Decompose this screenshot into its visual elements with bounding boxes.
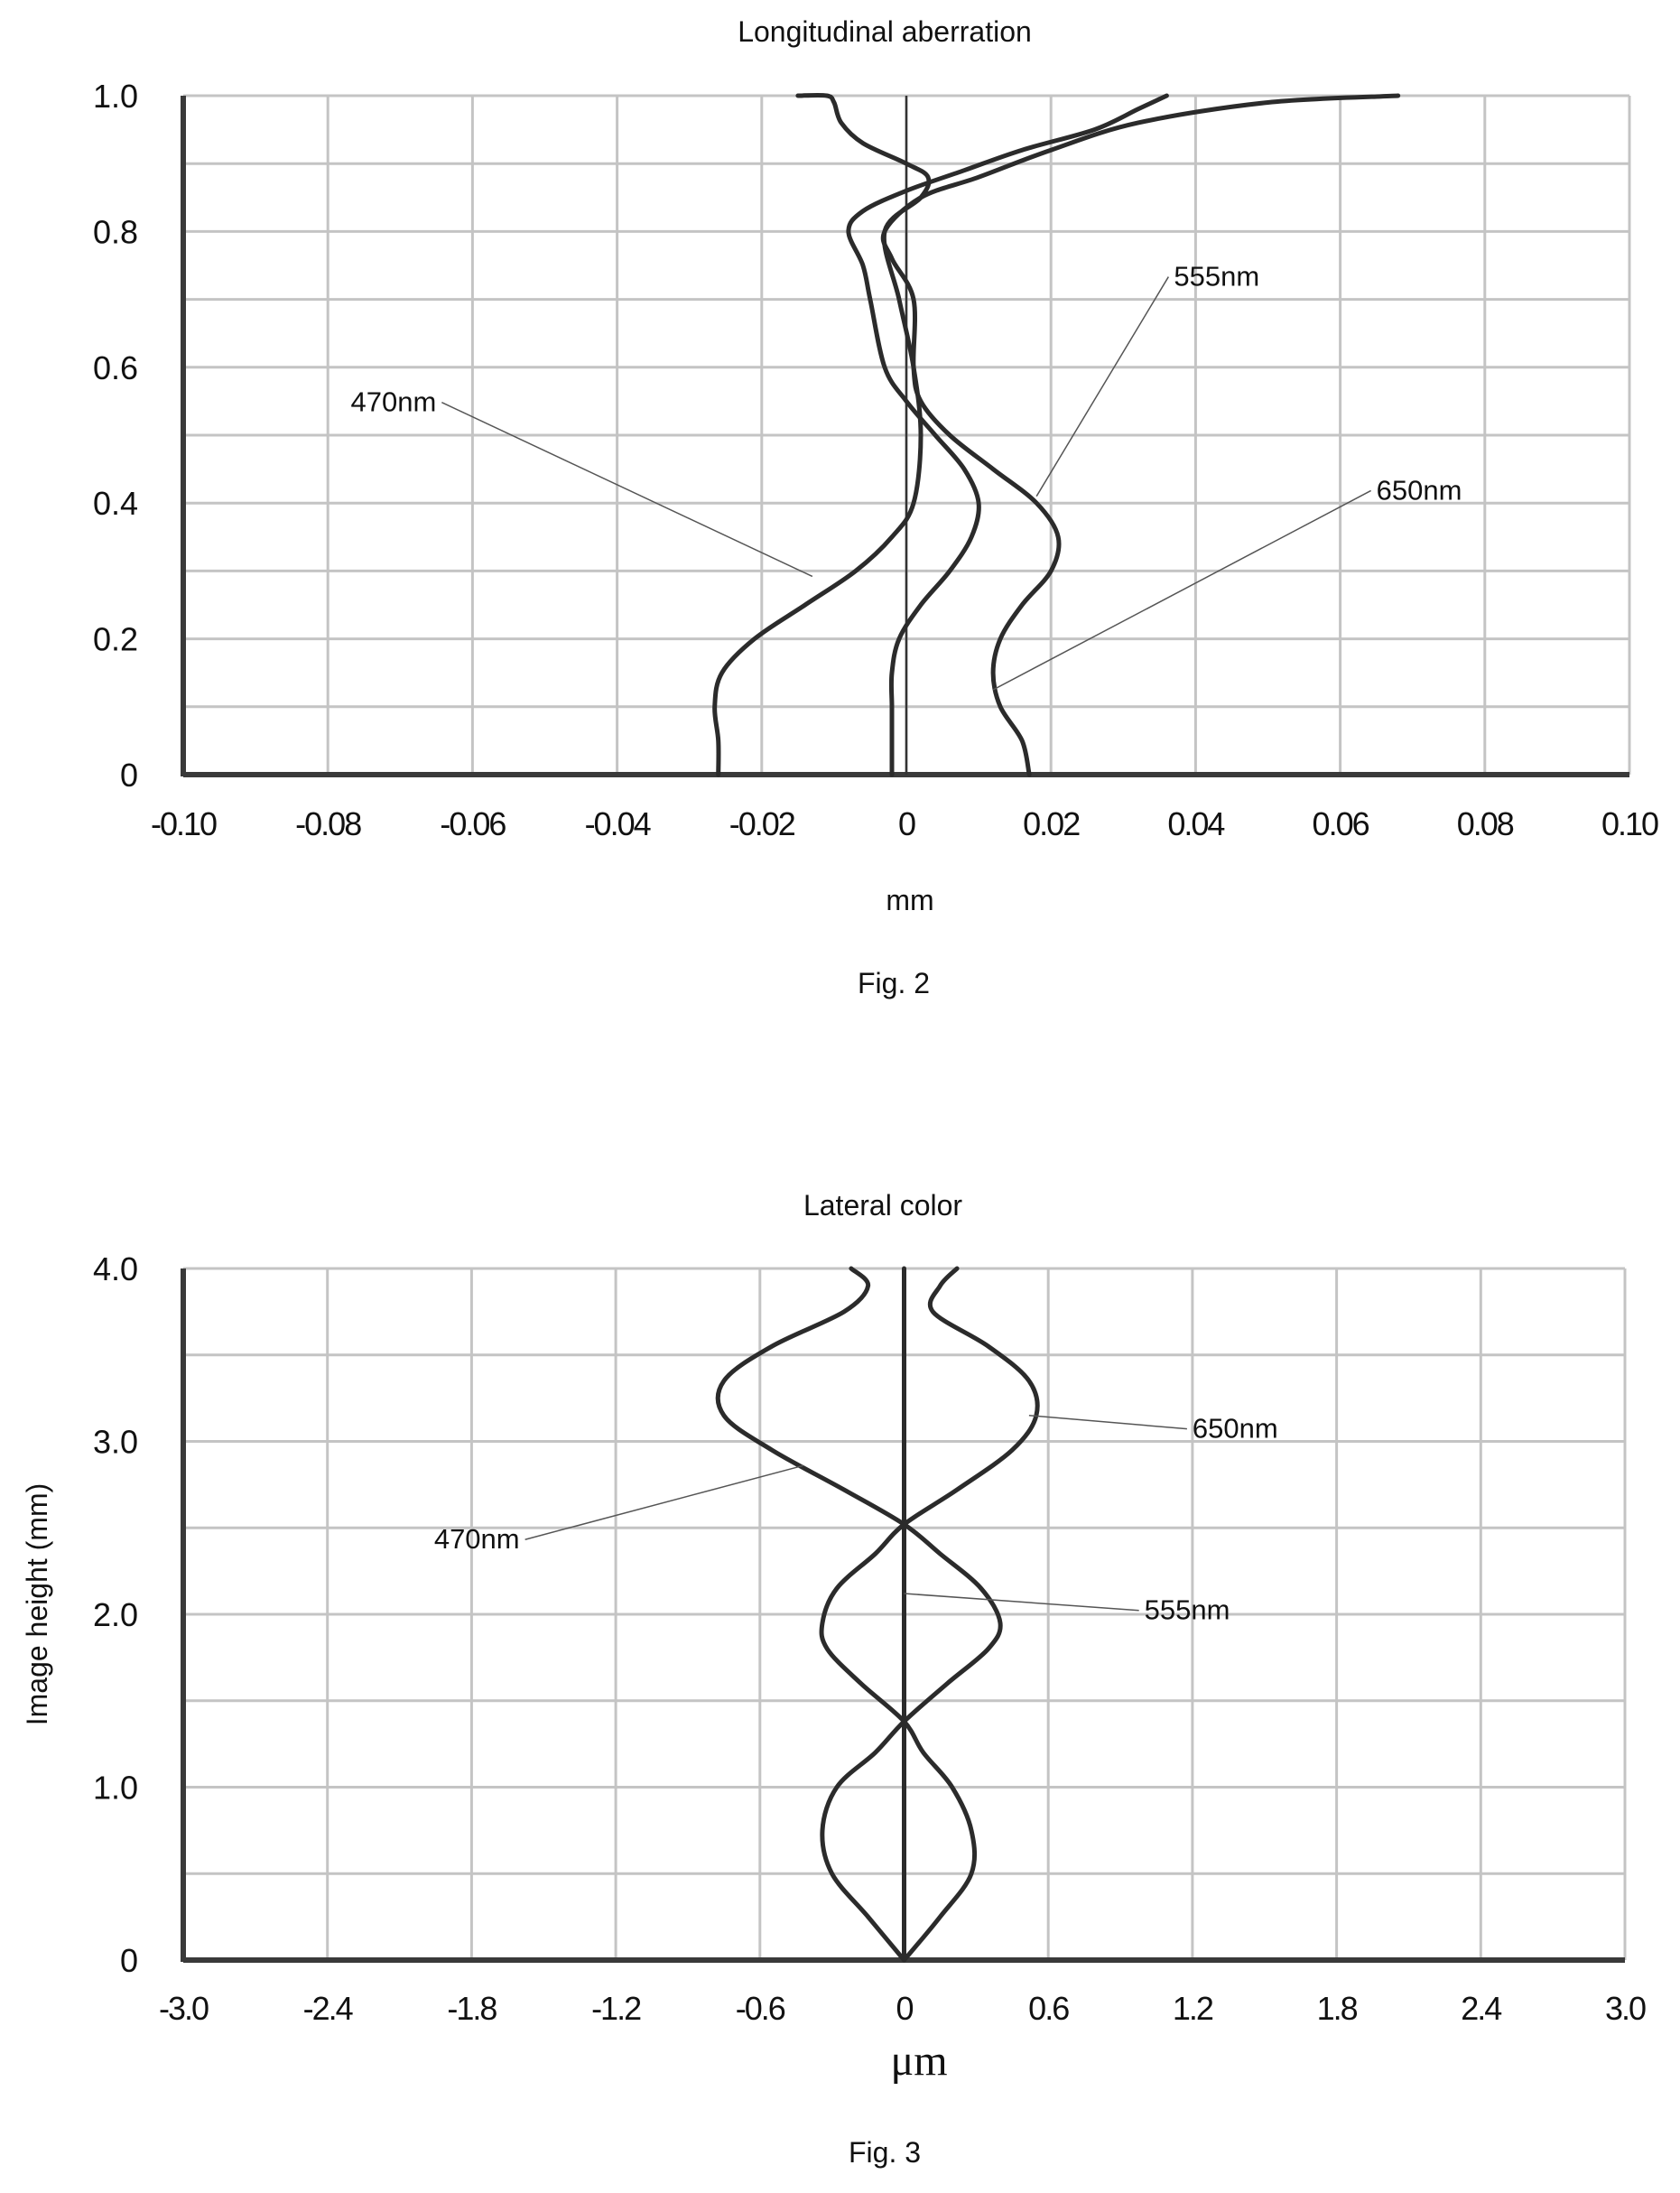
x-tick-label: 2.4	[1461, 1990, 1501, 2027]
x-tick-label: 0	[898, 805, 915, 842]
series-label-650nm: 650nm	[1193, 1413, 1278, 1445]
x-tick-label: 1.2	[1173, 1990, 1213, 2027]
y-tick-label: 3.0	[93, 1424, 138, 1461]
leader-line-555nm	[1035, 276, 1170, 497]
x-tick-label: -0.08	[295, 805, 361, 842]
x-tick-label: 1.8	[1317, 1990, 1358, 2027]
x-tick-label: 0	[896, 1990, 913, 2027]
x-tick-label: 0.02	[1023, 805, 1080, 842]
series-line-650nm	[880, 93, 1401, 777]
y-axis-title: Image height (mm)	[21, 1483, 53, 1726]
x-tick-label: -2.4	[303, 1990, 353, 2027]
leader-line-555nm	[904, 1593, 1139, 1612]
x-tick-label: -0.10	[151, 805, 217, 842]
series-labels: 470nm 555nm 650nm	[351, 261, 1462, 691]
leader-line-650nm	[1028, 1415, 1187, 1430]
x-tick-label: 0.08	[1457, 805, 1514, 842]
leader-line-470nm	[441, 402, 813, 578]
chart-title: Longitudinal aberration	[738, 15, 1032, 48]
figure-caption: Fig. 3	[849, 2136, 921, 2169]
y-tick-label: 1.0	[93, 78, 138, 115]
x-tick-labels: -3.0 -2.4 -1.8 -1.2 -0.6 0 0.6 1.2 1.8 2.4 3.0	[159, 1990, 1648, 2027]
x-tick-label: -3.0	[159, 1990, 209, 2027]
x-tick-label: -0.04	[585, 805, 651, 842]
series-line-470nm	[715, 1266, 1003, 1963]
x-tick-label: -0.6	[736, 1990, 785, 2027]
y-tick-labels: 0 1.0 2.0 3.0 4.0	[93, 1250, 138, 1979]
x-tick-label: 0.6	[1028, 1990, 1069, 2027]
lateral-color-chart: Lateral color -3.0 -2.4 -1.8 -1.2 -0.6 0 0.6 1.…	[21, 1189, 1648, 2169]
y-tick-labels: 0 0.2 0.4 0.6 0.8 1.0	[93, 78, 138, 794]
x-tick-label: 3.0	[1605, 1990, 1646, 2027]
x-tick-label: 0.04	[1167, 805, 1224, 842]
x-tick-label: -1.8	[447, 1990, 497, 2027]
y-tick-label: 0	[120, 1942, 138, 1979]
series-label-555nm: 555nm	[1145, 1594, 1230, 1626]
leader-line-650nm	[992, 489, 1371, 691]
series-label-470nm: 470nm	[351, 386, 437, 418]
series-line-650nm	[819, 1266, 1040, 1963]
leader-line-470nm	[524, 1464, 803, 1540]
x-tick-label: 0.10	[1601, 805, 1658, 842]
series-labels: 470nm 555nm 650nm	[434, 1413, 1278, 1626]
y-tick-label: 0	[120, 757, 138, 794]
series-label-470nm: 470nm	[434, 1523, 520, 1555]
x-tick-label: -1.2	[591, 1990, 641, 2027]
series-curves	[712, 92, 1401, 777]
figure-caption: Fig. 2	[858, 967, 930, 999]
x-tick-label: 0.06	[1313, 805, 1369, 842]
x-tick-label: -0.02	[729, 805, 795, 842]
y-tick-label: 0.8	[93, 213, 138, 250]
x-tick-label: -0.06	[440, 805, 506, 842]
x-axis-title: mm	[886, 884, 933, 916]
longitudinal-aberration-chart: Longitudinal aberration -0.10 -0.08 -0.06-…	[93, 15, 1660, 999]
y-tick-label: 2.0	[93, 1596, 138, 1633]
y-tick-label: 1.0	[93, 1770, 138, 1807]
x-axis-title: μm	[890, 2037, 947, 2085]
series-label-650nm: 650nm	[1377, 474, 1462, 506]
y-tick-label: 0.2	[93, 621, 138, 658]
series-label-555nm: 555nm	[1174, 261, 1259, 293]
series-line-555nm	[846, 93, 1169, 777]
y-tick-label: 0.6	[93, 349, 138, 386]
series-curves	[715, 1266, 1040, 1963]
y-tick-label: 0.4	[93, 485, 138, 522]
chart-title: Lateral color	[803, 1189, 962, 1222]
x-tick-labels: -0.10 -0.08 -0.06 -0.04 -0.02 0 0.02 0.04 0.06 0.…	[151, 805, 1660, 842]
y-tick-label: 4.0	[93, 1250, 138, 1287]
